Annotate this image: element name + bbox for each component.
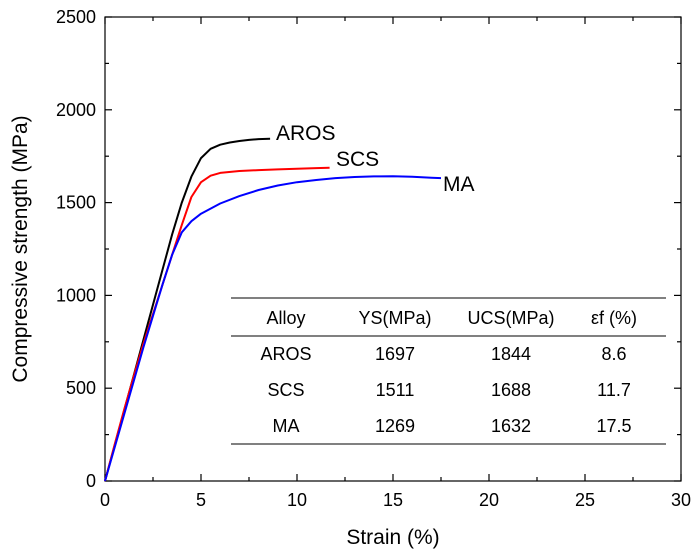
table-cell: 1632 [491,416,531,436]
series-line-scs [104,166,330,482]
table-cell: 11.7 [597,380,631,400]
series-line-ma [104,175,442,482]
y-tick-label: 2000 [56,100,96,120]
x-tick-label: 25 [575,490,595,510]
x-axis-title: Strain (%) [346,526,439,549]
properties-table: Alloy YS(MPa) UCS(MPa) εf (%) AROS 1697 … [231,297,666,445]
x-tick-label: 15 [383,490,403,510]
x-tick-label: 10 [287,490,307,510]
plot-area [104,16,682,482]
table-cell: MA [273,416,300,436]
series-line-aros [104,137,271,482]
x-tick-label: 5 [196,490,206,510]
y-tick-label: 2500 [56,7,96,27]
y-tick-label: 1500 [56,193,96,213]
table-header-ef: εf (%) [591,308,637,328]
table-cell: 8.6 [601,344,626,364]
x-tick-label: 0 [100,490,110,510]
table-cell: AROS [260,344,311,364]
series-label-aros: AROS [276,122,336,145]
table-header-ys: YS(MPa) [358,308,431,328]
y-tick-label: 1000 [56,285,96,305]
table-cell: 1511 [376,380,415,400]
series-label-ma: MA [443,173,475,196]
table-cell: 17.5 [596,416,631,436]
table-cell: 1269 [375,416,415,436]
series-label-scs: SCS [336,148,379,171]
table-cell: 1844 [491,344,531,364]
table-cell: 1697 [375,344,415,364]
x-tick-label: 30 [671,490,691,510]
table-header-alloy: Alloy [266,308,305,328]
axis-ticks [104,16,682,482]
y-tick-label: 0 [86,471,96,491]
table-cell: SCS [267,380,304,400]
y-axis-title: Compressive strength (MPa) [9,115,32,382]
series-lines [104,137,442,482]
table-header-ucs: UCS(MPa) [467,308,554,328]
y-tick-label: 500 [66,378,96,398]
tick-labels: 0 5 10 15 20 25 30 0 500 1000 1500 2000 2500 [56,7,691,510]
x-tick-label: 20 [479,490,499,510]
table-cell: 1688 [491,380,531,400]
